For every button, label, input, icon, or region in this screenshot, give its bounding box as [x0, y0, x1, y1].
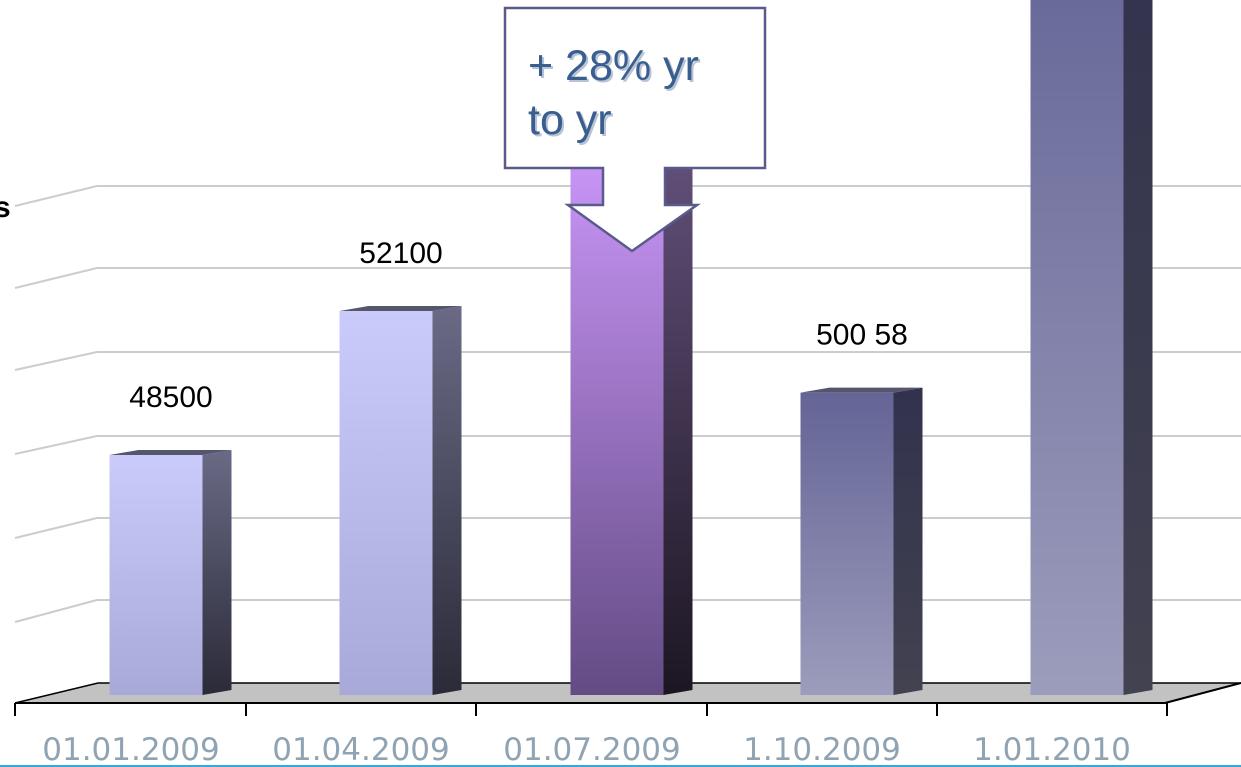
gridline-depth [14, 599, 98, 623]
callout-text: + 28% yr [528, 42, 699, 90]
category-label: 1.10.2009 [743, 732, 901, 767]
bar-side [432, 306, 462, 695]
bar-front [800, 392, 894, 695]
gridline-depth [14, 185, 98, 207]
bar-side [1123, 0, 1153, 695]
data-label: 52100 [359, 237, 442, 270]
bar-front [109, 455, 203, 695]
bar-top [339, 306, 462, 311]
bar-side [663, 150, 693, 695]
bar-top [109, 450, 232, 455]
bar-top [800, 387, 923, 393]
callout-text-shadow: to yr [530, 98, 614, 146]
bar-1 [109, 450, 232, 695]
gridline-depth [14, 435, 98, 455]
category-label: 1.01.2010 [973, 732, 1131, 767]
floor-right-edge [1164, 682, 1241, 704]
callout-text: to yr [528, 96, 612, 144]
category-axis: s 01.01.2009 01.04.2009 01.07.2009 1.10.2009… [0, 191, 1241, 767]
category-label: 01.04.2009 [272, 732, 450, 767]
bar-side [202, 450, 232, 695]
bars [109, 0, 1153, 695]
gridline-depth [14, 267, 98, 289]
callout-text-shadow: + 28% yr [530, 44, 701, 92]
gridline-depth [14, 517, 98, 539]
category-label: 01.01.2009 [42, 732, 220, 767]
bar-front [339, 311, 433, 695]
bar-front [570, 155, 664, 695]
bar-side [893, 387, 923, 695]
bar-3 [570, 150, 693, 695]
category-label: 01.07.2009 [503, 732, 681, 767]
bar-front [1030, 0, 1124, 695]
bar-2 [339, 306, 462, 695]
bar-4 [800, 387, 923, 695]
callout-box [503, 6, 767, 253]
y-axis-label-fragment: s [0, 191, 11, 224]
gridline-depth [14, 351, 98, 371]
bar-5 [1030, 0, 1153, 695]
data-label: 500 58 [816, 319, 908, 352]
data-label: 48500 [129, 381, 212, 414]
